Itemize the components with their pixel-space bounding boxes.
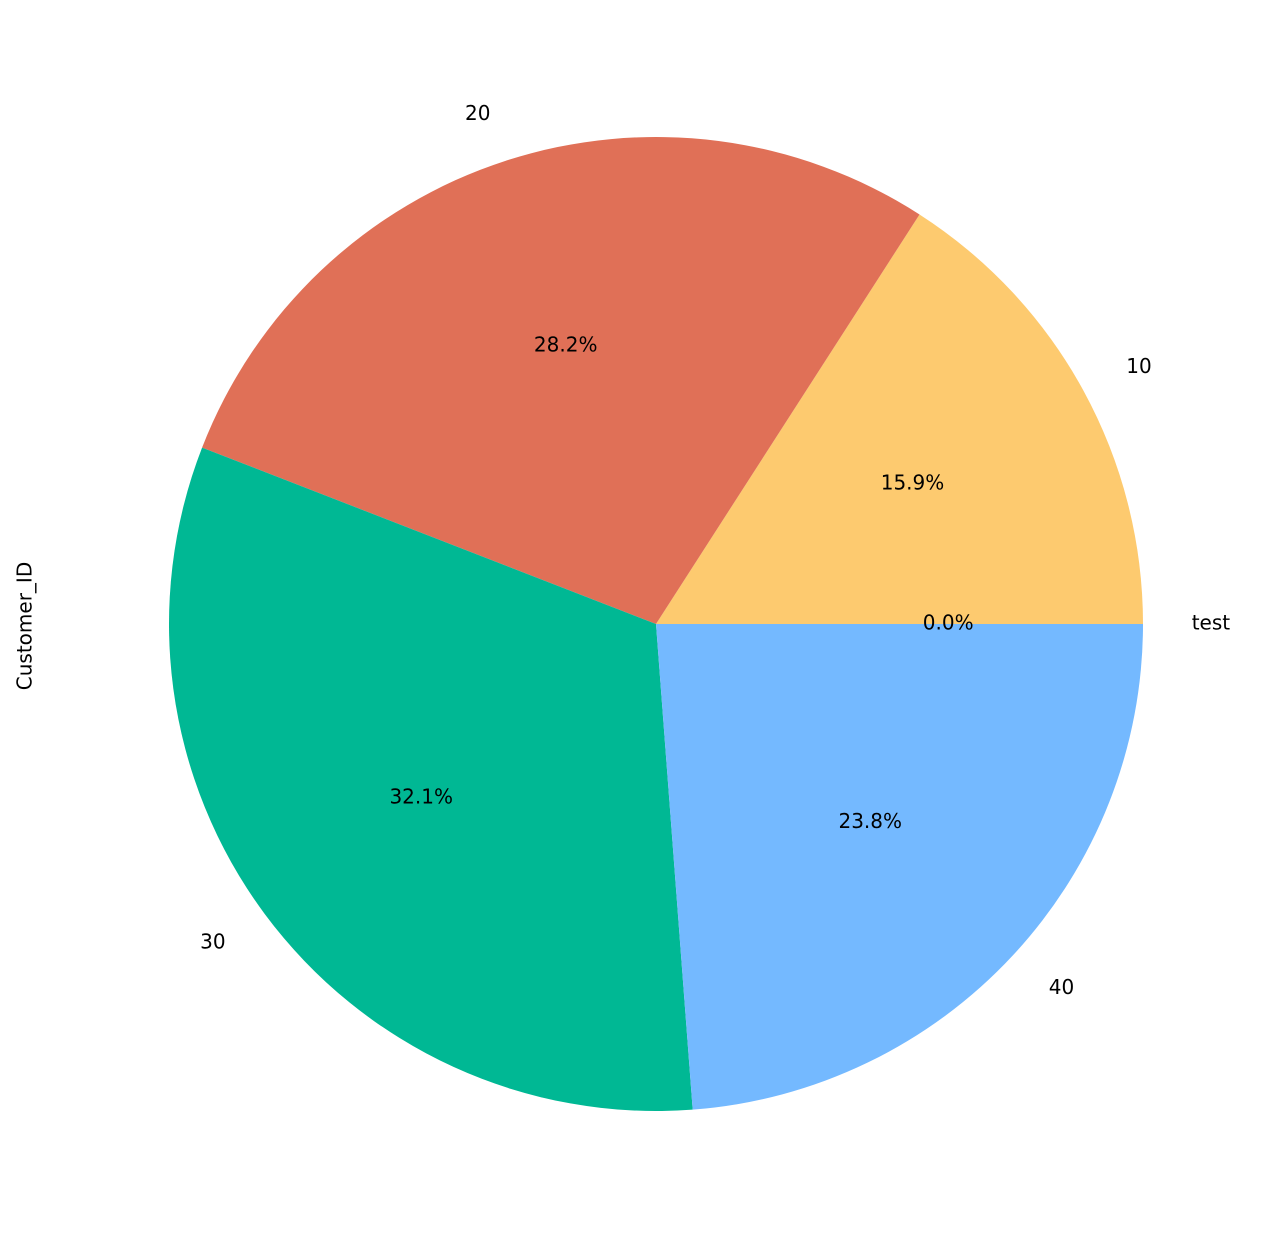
slice-label: 40 <box>1049 975 1074 999</box>
value-label: 28.2% <box>534 333 598 357</box>
pie-slice <box>202 136 920 624</box>
value-label: 23.8% <box>838 809 902 833</box>
pie-slice <box>169 447 693 1111</box>
y-axis-label: Customer_ID <box>13 562 37 690</box>
pie-slice <box>656 214 1143 624</box>
slice-label: 10 <box>1126 354 1151 378</box>
slice-label: 20 <box>465 101 490 125</box>
slice-label: 30 <box>200 929 225 953</box>
value-label: 32.1% <box>389 784 453 808</box>
value-label: 0.0% <box>923 611 974 635</box>
slice-label: test <box>1192 611 1231 635</box>
pie-slice <box>656 624 1143 1110</box>
value-label: 15.9% <box>881 471 945 495</box>
